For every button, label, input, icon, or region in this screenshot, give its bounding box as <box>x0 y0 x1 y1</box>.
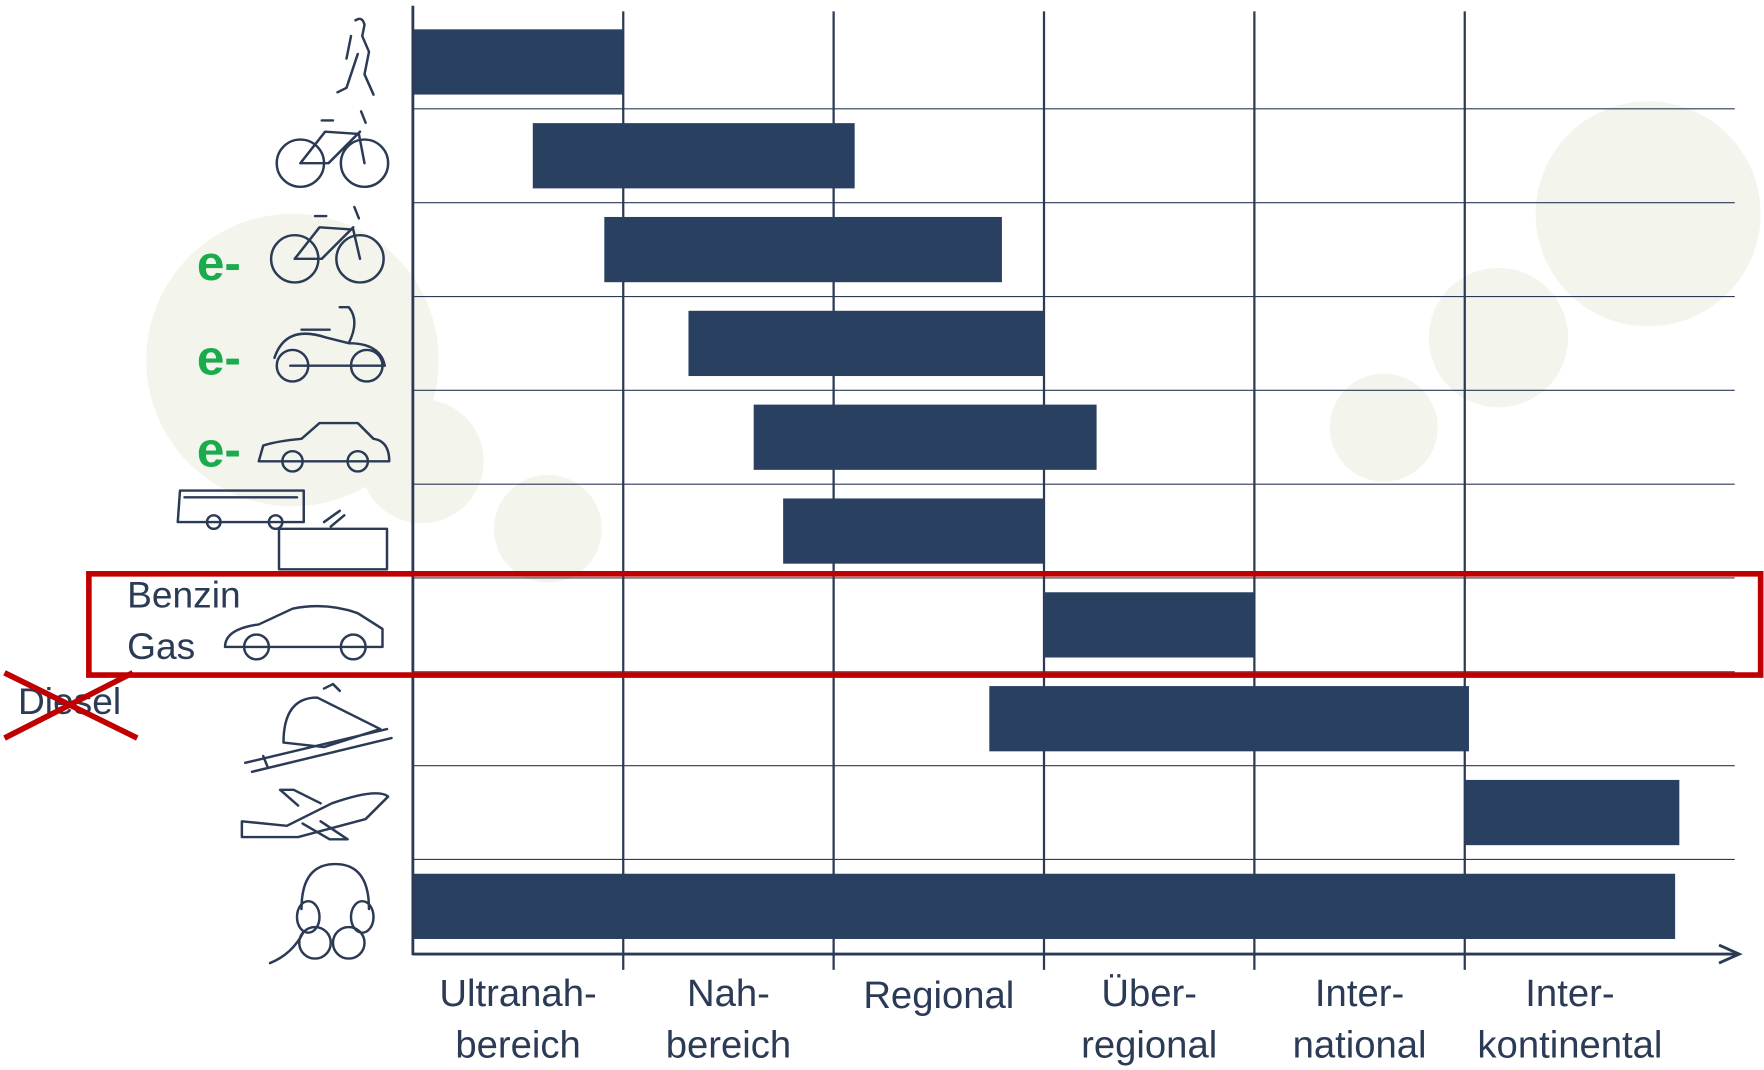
e-label: e- <box>197 236 241 291</box>
x-tick-label: regional <box>1081 1024 1217 1067</box>
bar <box>1464 779 1680 846</box>
bar <box>412 29 624 95</box>
cross-out <box>3 670 139 741</box>
bar <box>989 686 1469 752</box>
fuel-label: Benzin <box>127 573 240 615</box>
icons <box>176 17 393 965</box>
bar <box>604 216 1002 283</box>
x-tick-label: Inter- <box>1525 972 1614 1015</box>
x-tick-label: national <box>1293 1024 1427 1067</box>
bar <box>1044 592 1255 658</box>
x-tick-label: Über- <box>1101 972 1197 1015</box>
bar <box>783 498 1044 564</box>
bars <box>412 29 1680 939</box>
x-labels: Ultranah-bereich Nah-bereich Regional Über-… <box>439 972 1662 1067</box>
x-tick-label: Inter- <box>1315 972 1404 1015</box>
highlight-box <box>86 571 1764 678</box>
e-label: e- <box>197 330 241 385</box>
x-tick-label: bereich <box>666 1024 791 1067</box>
bar <box>753 404 1097 470</box>
x-tick-label: Regional <box>863 974 1014 1017</box>
bar <box>412 873 1676 939</box>
x-tick-label: Ultranah- <box>439 972 596 1015</box>
bar <box>532 123 855 189</box>
x-tick-label: kontinental <box>1477 1024 1662 1067</box>
fuel-label: Gas <box>127 625 195 667</box>
bar <box>688 310 1044 377</box>
axes <box>411 5 1743 965</box>
x-tick-label: Nah- <box>687 972 770 1015</box>
x-tick-label: bereich <box>455 1024 580 1067</box>
x-axis-arrow <box>1718 943 1743 965</box>
e-label: e- <box>197 423 241 478</box>
